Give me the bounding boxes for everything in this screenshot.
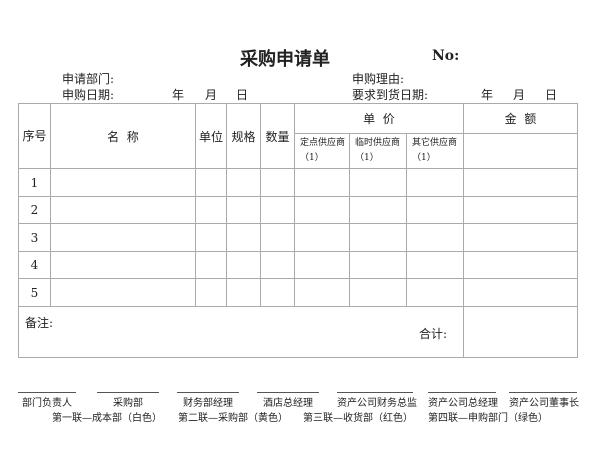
req-year: 年 (481, 88, 494, 102)
purchase-table: 序号 名 称 单位 规格 数量 单 价 金 额 定点供应商 （1） 临时供应商 … (18, 103, 578, 358)
cell[interactable] (50, 251, 196, 279)
apply-date-label: 申购日期: (62, 88, 115, 102)
cell[interactable] (226, 168, 261, 197)
form-title: 采购申请单 (240, 49, 330, 70)
table-row: 2 (18, 196, 578, 224)
remarks-label: 备注: (25, 316, 54, 330)
apply-year: 年 (172, 88, 185, 102)
cell[interactable] (260, 278, 295, 307)
cell[interactable] (50, 196, 196, 224)
cell[interactable] (226, 223, 261, 252)
cell[interactable] (50, 278, 196, 307)
table-row: 5 (18, 278, 578, 307)
header-qty: 数量 (260, 103, 295, 169)
reason-label: 申购理由: (352, 72, 405, 86)
cell[interactable] (349, 223, 407, 252)
copy-2: 第二联—采购部（黄色） (178, 413, 288, 424)
cell[interactable] (463, 168, 578, 197)
header-fixed-supplier: 定点供应商 （1） (294, 133, 350, 169)
total-label: 合计: (419, 327, 448, 341)
cell[interactable] (260, 251, 295, 279)
cell[interactable] (260, 168, 295, 197)
signature-hotel-gm: 酒店总经理 (257, 392, 319, 409)
copy-1: 第一联—成本部（白色） (52, 413, 162, 424)
cell[interactable] (406, 168, 464, 197)
req-day: 日 (545, 88, 558, 102)
signature-asset-gm: 资产公司总经理 (428, 392, 498, 409)
cell[interactable] (463, 223, 578, 252)
header-temp-supplier: 临时供应商 （1） (349, 133, 407, 169)
row-seq: 2 (18, 196, 51, 224)
cell[interactable] (50, 223, 196, 252)
signature-asset-chairman: 资产公司董事长 (509, 392, 579, 409)
cell[interactable] (226, 251, 261, 279)
signature-finance-manager: 财务部经理 (177, 392, 239, 409)
remarks-row: 备注: 合计: (18, 306, 578, 358)
copy-3: 第三联—收货部（红色） (303, 413, 413, 424)
cell[interactable] (406, 251, 464, 279)
cell[interactable] (406, 223, 464, 252)
dept-label: 申请部门: (62, 72, 115, 86)
apply-month: 月 (205, 88, 218, 102)
cell[interactable] (463, 278, 578, 307)
cell[interactable] (406, 196, 464, 224)
header-unit-price: 单 价 (294, 103, 464, 134)
row-seq: 4 (18, 251, 51, 279)
total-cell[interactable] (463, 306, 578, 358)
signature-purchasing: 采购部 (97, 392, 159, 409)
cell[interactable] (463, 251, 578, 279)
cell[interactable] (294, 223, 350, 252)
header-unit: 单位 (195, 103, 227, 169)
cell[interactable] (195, 196, 227, 224)
cell[interactable] (195, 168, 227, 197)
cell[interactable] (260, 223, 295, 252)
cell[interactable] (294, 196, 350, 224)
copy-4: 第四联—申购部门（绿色） (428, 413, 548, 424)
cell[interactable] (226, 196, 261, 224)
apply-day: 日 (236, 88, 249, 102)
required-date-label: 要求到货日期: (352, 88, 429, 102)
header-amount: 金 额 (463, 103, 578, 134)
cell[interactable] (349, 168, 407, 197)
cell[interactable] (349, 251, 407, 279)
cell[interactable] (50, 168, 196, 197)
cell[interactable] (294, 251, 350, 279)
amount-subcell (463, 133, 578, 169)
signature-asset-cfo: 资产公司财务总监 (337, 392, 417, 409)
table-row: 4 (18, 251, 578, 279)
cell[interactable] (195, 223, 227, 252)
form-number-label: No: (432, 48, 460, 64)
row-seq: 5 (18, 278, 51, 307)
cell[interactable] (260, 196, 295, 224)
header-other-supplier: 其它供应商 （1） (406, 133, 464, 169)
cell[interactable] (294, 168, 350, 197)
cell[interactable] (463, 196, 578, 224)
row-seq: 1 (18, 168, 51, 197)
cell[interactable] (195, 278, 227, 307)
req-month: 月 (513, 88, 526, 102)
remarks-cell[interactable]: 备注: 合计: (18, 306, 464, 358)
cell[interactable] (349, 278, 407, 307)
signature-dept-head: 部门负责人 (18, 392, 76, 409)
table-row: 3 (18, 223, 578, 252)
row-seq: 3 (18, 223, 51, 252)
header-spec: 规格 (226, 103, 261, 169)
header-seq: 序号 (18, 103, 51, 169)
cell[interactable] (294, 278, 350, 307)
cell[interactable] (349, 196, 407, 224)
table-row: 1 (18, 168, 578, 197)
cell[interactable] (226, 278, 261, 307)
cell[interactable] (406, 278, 464, 307)
cell[interactable] (195, 251, 227, 279)
header-name: 名 称 (50, 103, 196, 169)
